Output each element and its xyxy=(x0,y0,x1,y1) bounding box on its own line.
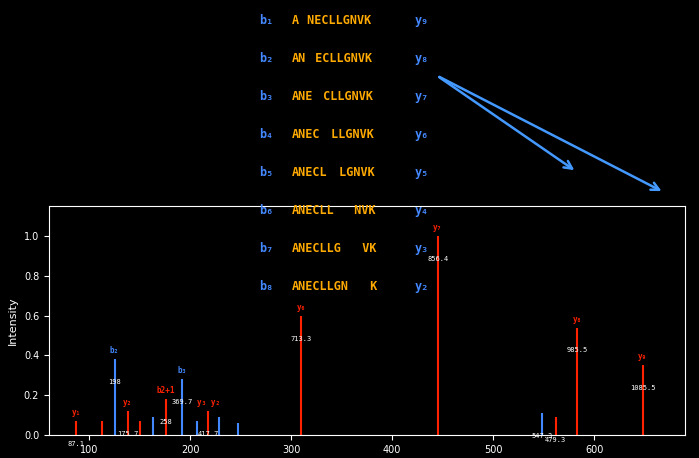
Text: ANEC: ANEC xyxy=(292,128,321,141)
Text: y₆: y₆ xyxy=(296,303,306,311)
Text: b2+1: b2+1 xyxy=(157,386,175,395)
Text: 479.3: 479.3 xyxy=(545,437,566,443)
Text: A: A xyxy=(292,14,299,27)
Text: y₃: y₃ xyxy=(415,242,428,255)
Text: 198: 198 xyxy=(108,379,121,385)
Text: b₂: b₂ xyxy=(259,52,273,65)
Text: K: K xyxy=(356,280,378,293)
Text: 175.7: 175.7 xyxy=(117,431,138,437)
Text: AN: AN xyxy=(292,52,306,65)
Text: NECLLGNVK: NECLLGNVK xyxy=(301,14,371,27)
Text: 1085.5: 1085.5 xyxy=(630,385,656,391)
Text: ANE: ANE xyxy=(292,90,314,103)
Text: 547.3: 547.3 xyxy=(531,433,552,439)
Text: 417.7: 417.7 xyxy=(198,431,219,437)
Text: 87.1: 87.1 xyxy=(68,441,85,447)
Text: b₁: b₁ xyxy=(259,14,273,27)
Text: y₈: y₈ xyxy=(415,52,428,65)
Text: LGNVK: LGNVK xyxy=(333,166,375,179)
Text: b₃: b₃ xyxy=(259,90,273,103)
Text: b₂: b₂ xyxy=(110,346,120,355)
Text: LLGNVK: LLGNVK xyxy=(324,128,374,141)
Text: ANECLLG: ANECLLG xyxy=(292,242,342,255)
Text: y₇: y₇ xyxy=(433,223,442,232)
Text: 713.3: 713.3 xyxy=(291,336,312,342)
Text: y₈: y₈ xyxy=(572,315,582,324)
Text: y₉: y₉ xyxy=(415,14,428,27)
Text: VK: VK xyxy=(348,242,377,255)
Text: ANECL: ANECL xyxy=(292,166,328,179)
Text: y₃ y₂: y₃ y₂ xyxy=(197,398,220,407)
Text: b₅: b₅ xyxy=(259,166,273,179)
Text: b₈: b₈ xyxy=(259,280,273,293)
Text: ANECLLGN: ANECLLGN xyxy=(292,280,350,293)
Text: 369.7: 369.7 xyxy=(171,399,193,405)
Text: y₆: y₆ xyxy=(415,128,428,141)
Text: y₁: y₁ xyxy=(71,408,81,417)
Text: ANECLL: ANECLL xyxy=(292,204,335,217)
Text: b₃: b₃ xyxy=(178,366,187,376)
Y-axis label: Intensity: Intensity xyxy=(8,296,18,345)
Text: y₉: y₉ xyxy=(638,352,647,361)
Text: b₆: b₆ xyxy=(259,204,273,217)
Text: y₅: y₅ xyxy=(415,166,428,179)
Text: NVK: NVK xyxy=(340,204,376,217)
Text: 258: 258 xyxy=(159,419,173,425)
Text: y₂: y₂ xyxy=(415,280,428,293)
Text: 985.5: 985.5 xyxy=(566,348,588,354)
Text: y₂: y₂ xyxy=(123,398,132,407)
Text: CLLGNVK: CLLGNVK xyxy=(316,90,373,103)
Text: y₇: y₇ xyxy=(415,90,428,103)
Text: b₇: b₇ xyxy=(259,242,273,255)
Text: b₄: b₄ xyxy=(259,128,273,141)
Text: 856.4: 856.4 xyxy=(427,256,448,262)
Text: ECLLGNVK: ECLLGNVK xyxy=(308,52,373,65)
Text: y₄: y₄ xyxy=(415,204,428,217)
